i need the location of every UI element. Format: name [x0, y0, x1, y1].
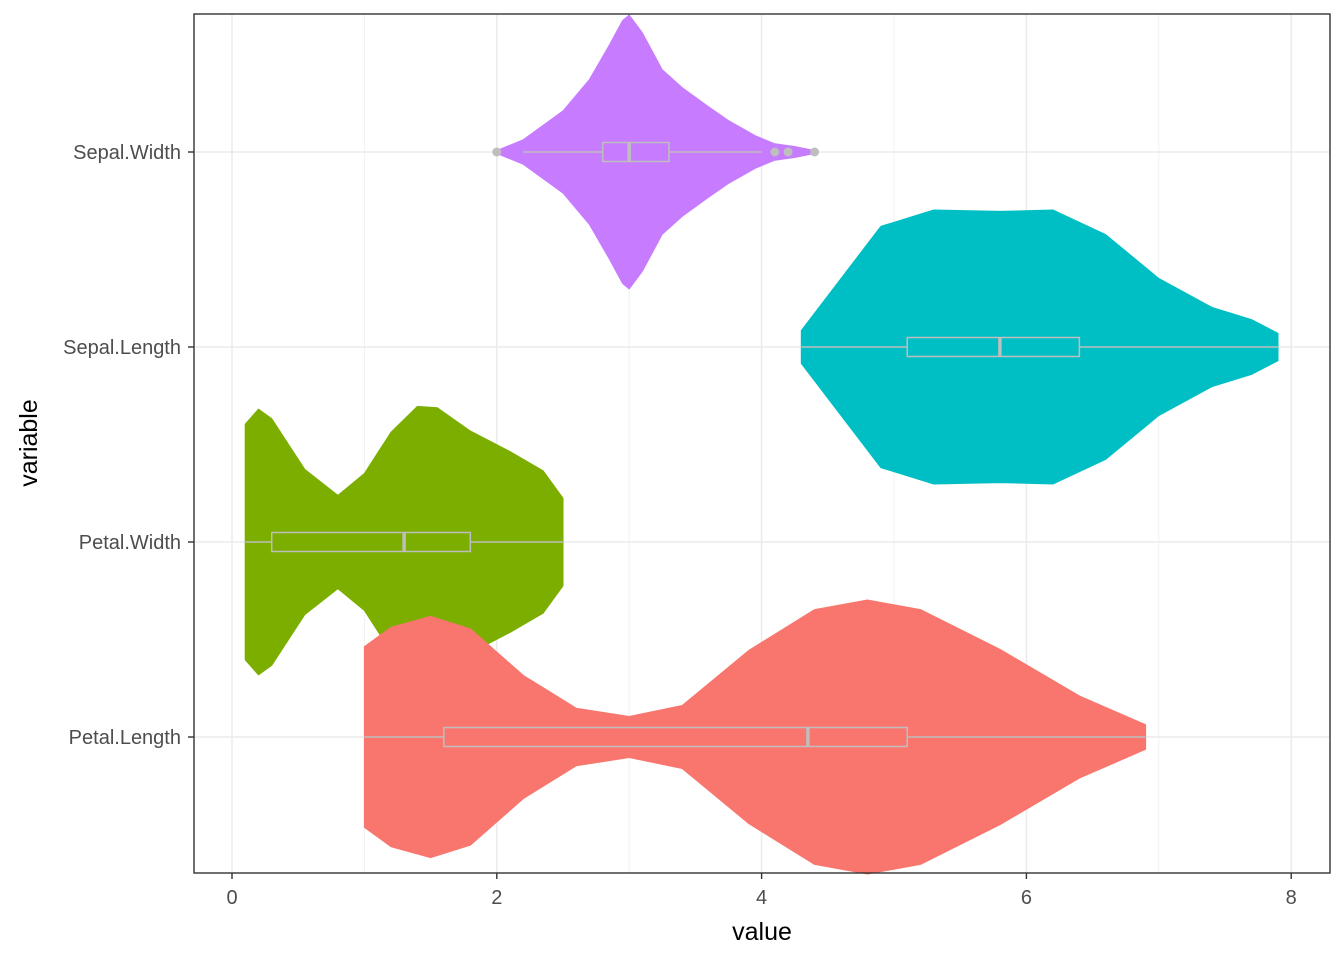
x-tick-label: 4 [756, 887, 767, 909]
box-petal-width [270, 531, 472, 553]
outlier-sepal-width [492, 147, 502, 157]
y-tick-label: Petal.Length [69, 727, 181, 749]
box-sepal-length [906, 336, 1081, 358]
x-tick-label: 0 [226, 887, 237, 909]
y-axis-title: variable [15, 399, 43, 487]
violin-sepal-length [800, 209, 1279, 485]
box-petal-length [443, 726, 908, 748]
x-tick-label: 8 [1286, 887, 1297, 909]
violin-petal-length [363, 599, 1147, 875]
y-tick-label: Sepal.Length [63, 337, 181, 359]
box-layer [245, 141, 1278, 748]
outlier-sepal-width [810, 147, 820, 157]
outlier-sepal-width [783, 147, 793, 157]
y-tick-label: Petal.Width [79, 532, 181, 554]
outlier-sepal-width [770, 147, 780, 157]
x-axis-title: value [732, 918, 792, 946]
y-tick-label: Sepal.Width [73, 142, 181, 164]
x-tick-label: 6 [1021, 887, 1032, 909]
box-sepal-width [601, 141, 670, 163]
x-tick-label: 2 [491, 887, 502, 909]
axis-layer: 0 2 4 6 8 Sepal.Width Sepal.Length Petal.Width P… [63, 142, 1297, 909]
